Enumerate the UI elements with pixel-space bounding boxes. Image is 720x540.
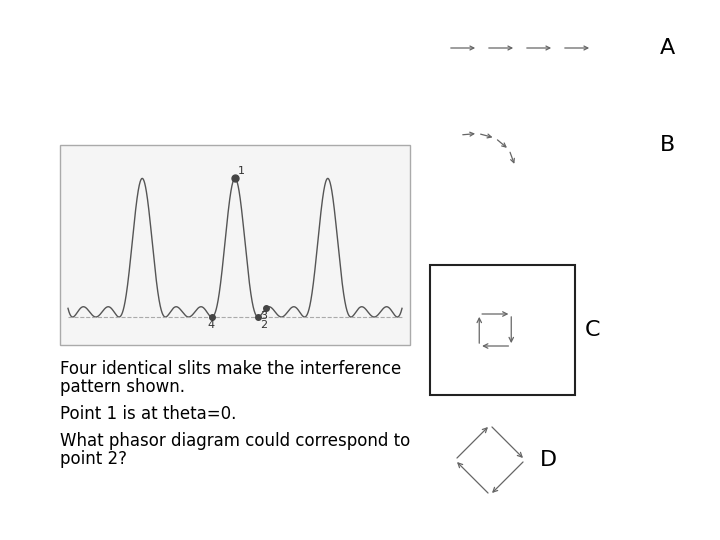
Text: point 2?: point 2? [60,450,127,468]
Text: Four identical slits make the interference: Four identical slits make the interferen… [60,360,401,378]
Text: pattern shown.: pattern shown. [60,378,185,396]
Text: 4: 4 [208,320,215,330]
Text: A: A [660,38,675,58]
Text: C: C [585,320,600,340]
Text: 1: 1 [238,166,245,177]
Text: D: D [540,450,557,470]
Text: Point 1 is at theta=0.: Point 1 is at theta=0. [60,405,236,423]
Bar [60,145,410,345]
Text: What phasor diagram could correspond to: What phasor diagram could correspond to [60,432,410,450]
Bar [430,265,575,395]
Text: 3: 3 [260,312,267,321]
Text: B: B [660,135,675,155]
Text: 2: 2 [260,320,267,330]
